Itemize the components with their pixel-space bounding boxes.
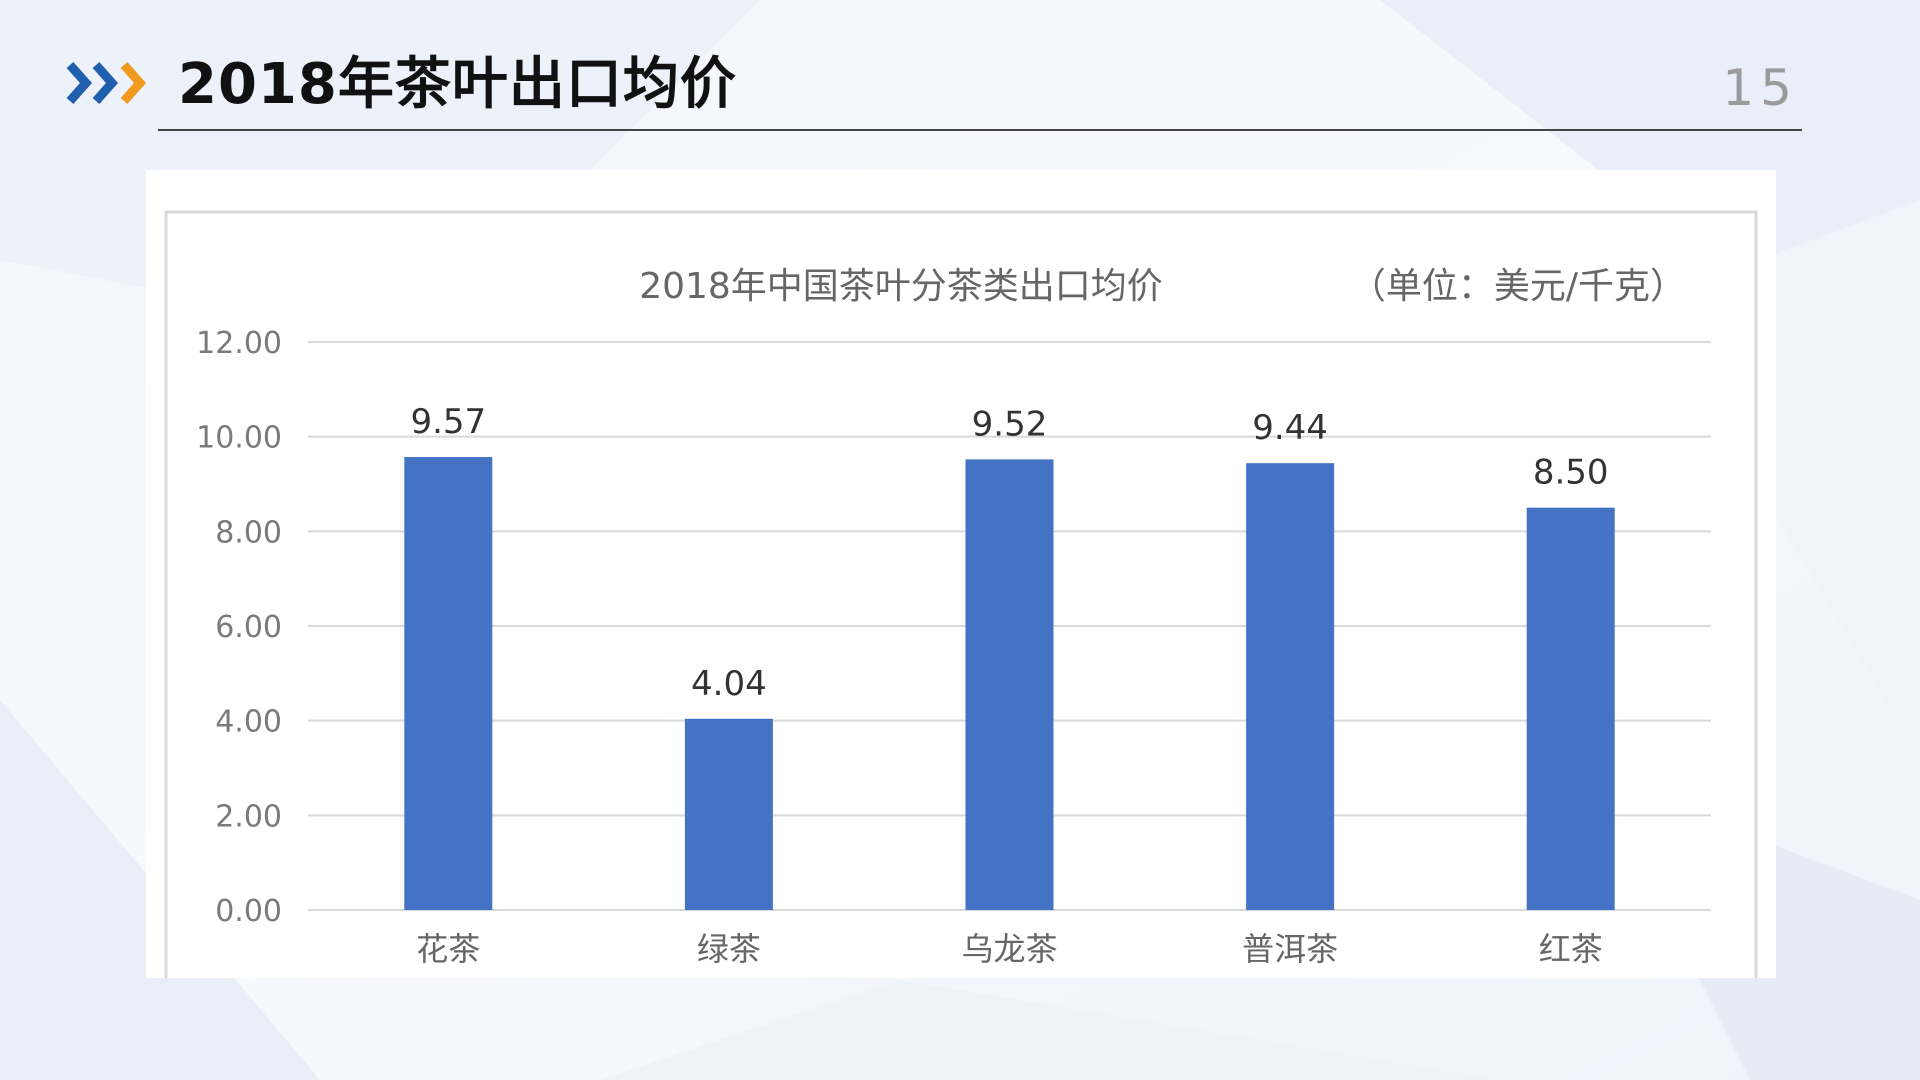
data-label: 8.50 xyxy=(1533,453,1609,493)
bar xyxy=(1526,507,1615,910)
category-label: 绿茶 xyxy=(697,930,761,968)
slide-header: 2018年茶叶出口均价 15 xyxy=(0,0,1920,140)
bar xyxy=(684,718,773,910)
y-tick-label: 12.00 xyxy=(196,326,282,361)
y-tick-label: 4.00 xyxy=(215,705,282,740)
y-tick-label: 0.00 xyxy=(215,894,282,929)
slide-title: 2018年茶叶出口均价 xyxy=(178,52,737,117)
data-label: 9.52 xyxy=(972,404,1048,444)
data-label: 4.04 xyxy=(691,664,767,704)
page-number: 15 xyxy=(1722,59,1798,117)
chart-card: 0.00 2.00 4.00 6.00 8.00 10.00 12.00 9.57 4.04 9… xyxy=(146,170,1776,978)
y-tick-label: 10.00 xyxy=(196,421,282,456)
data-labels: 9.57 4.04 9.52 9.44 8.50 xyxy=(410,402,1608,704)
chart-unit-label: （单位：美元/千克） xyxy=(1350,266,1686,307)
category-labels: 花茶 绿茶 乌龙茶 普洱茶 红茶 xyxy=(416,930,1602,968)
bars xyxy=(404,457,1615,910)
category-label: 乌龙茶 xyxy=(961,930,1057,968)
header-divider xyxy=(158,129,1802,131)
category-label: 红茶 xyxy=(1539,930,1603,968)
y-tick-label: 8.00 xyxy=(215,515,282,550)
bar xyxy=(1246,463,1335,910)
chart-frame xyxy=(164,210,1758,978)
y-tick-label: 2.00 xyxy=(215,799,282,834)
bar xyxy=(965,459,1054,910)
data-label: 9.44 xyxy=(1252,408,1328,448)
chevron-arrows-icon xyxy=(66,62,147,104)
bar xyxy=(404,457,493,910)
data-label: 9.57 xyxy=(410,402,486,442)
y-tick-label: 6.00 xyxy=(215,610,282,645)
y-axis-ticks: 0.00 2.00 4.00 6.00 8.00 10.00 12.00 xyxy=(196,326,282,929)
category-label: 普洱茶 xyxy=(1242,930,1338,968)
chart-title: 2018年中国茶叶分茶类出口均价 xyxy=(639,266,1163,307)
category-label: 花茶 xyxy=(416,930,480,968)
